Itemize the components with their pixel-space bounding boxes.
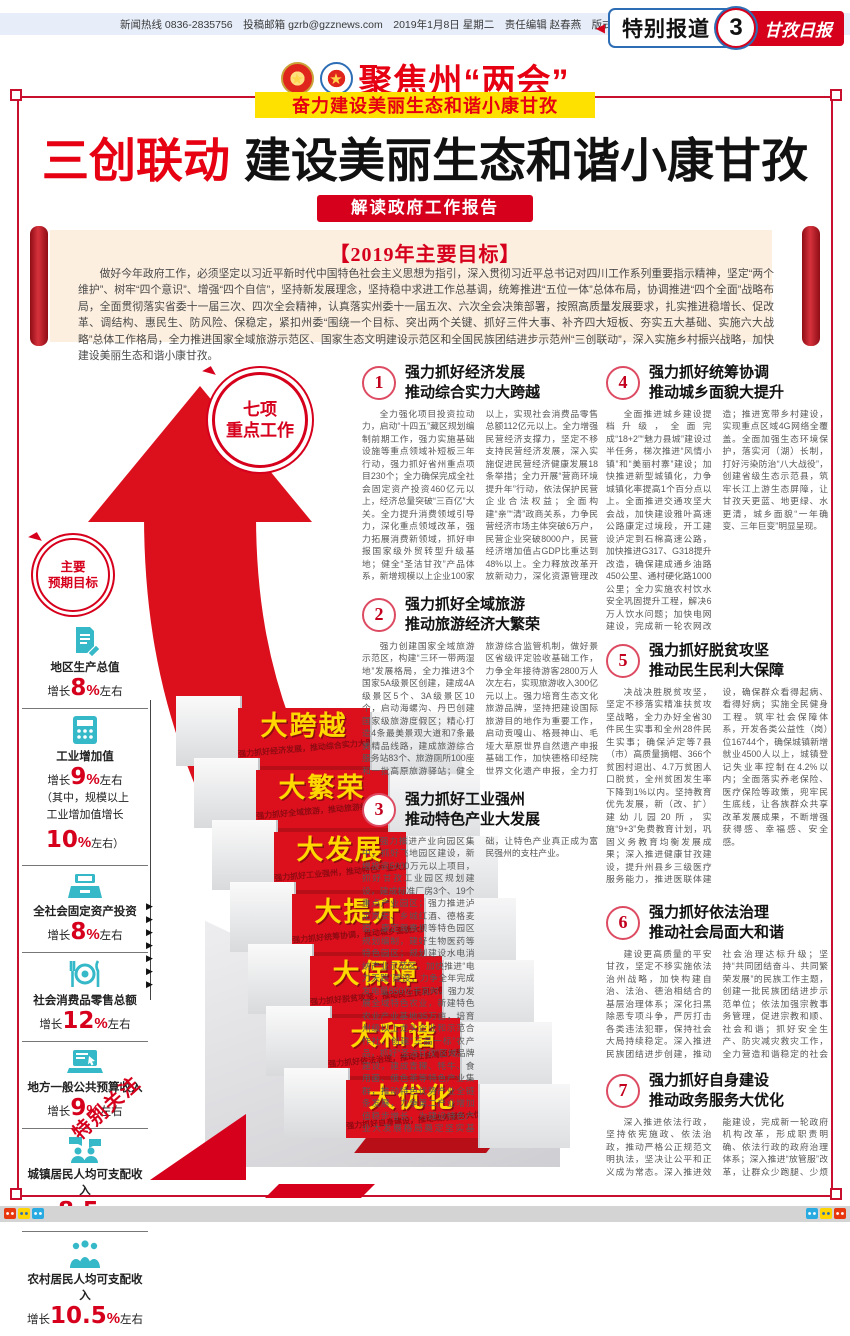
frame-corner-tl	[10, 89, 22, 101]
main-headline: 三创联动 建设美丽生态和谐小康甘孜	[0, 122, 850, 191]
frame-left	[17, 96, 19, 1197]
goals-body: 做好今年政府工作，必须坚定以习近平新时代中国特色社会主义思想为指引，深入贯彻习近…	[78, 268, 774, 363]
section-1: 1 强力抓好经济发展 推动综合实力大跨越 全力强化项目投资拉动力，启动“十四五”藏…	[362, 363, 598, 590]
stair-block	[460, 1022, 552, 1086]
section-body: 强力推进产业向园区集中，抓好飞地园区建设，新增投资5000万元以上项目，抓好甘孜…	[362, 836, 598, 1134]
stair-block	[424, 898, 516, 962]
stair-step: 大优化 强力抓好自身建设，推动政务服务大优化	[346, 1080, 490, 1138]
indicator-investment: 全社会固定资产投资 增长8%左右	[22, 866, 148, 953]
headline-black: 建设美丽生态和谐小康甘孜	[244, 134, 808, 187]
frame-corner-bl	[10, 1188, 22, 1200]
section-3: 3 强力抓好工业强州 推动特色产业大发展 强力推进产业向园区集中，抓好飞地园区建设…	[362, 790, 598, 1145]
people-chat-icon	[69, 1136, 101, 1163]
people-group-icon	[70, 1239, 100, 1268]
indicator-gdp: 地区生产总值 增长8%左右	[22, 620, 148, 709]
logo-chip-red	[834, 1208, 846, 1219]
bottom-bar	[0, 1206, 850, 1222]
section-body: 强力创建国家全域旅游示范区，构建“三环一带两湿地”发展格局，全力推进3个国家5A…	[362, 641, 598, 776]
page-badge: ◀ 特别报道 3 甘孜日报	[595, 8, 844, 48]
circle-tick-icon	[28, 532, 42, 546]
section-number: 3	[362, 792, 396, 827]
footer-logo-left	[4, 1208, 44, 1219]
stair-block	[194, 758, 260, 828]
left-arrow-icon: ◀	[595, 21, 605, 35]
connector-arrows: ▶ ▶ ▶ ▶ ▶ ▶ ▶	[146, 901, 153, 989]
logo-chip-yellow	[18, 1208, 30, 1219]
headline-red: 三创联动	[42, 134, 230, 187]
carpet-end	[265, 1184, 375, 1198]
footer-logo-right	[806, 1208, 846, 1219]
masthead-info: 新闻热线 0836-2835756 投稿邮箱 gzrb@gzznews.com …	[120, 19, 658, 31]
indicator-list: 地区生产总值 增长8%左右 工业增加值 增长9%左右 （其中，规模以上 工业增加…	[22, 620, 148, 1336]
stair-step: 大保障 强力抓好脱贫攻坚，推动民生民利大保障	[310, 956, 454, 1014]
page-number: 3	[716, 8, 756, 48]
indicator-rural-income: 农村居民人均可支配收入 增长10.5%左右	[22, 1232, 148, 1336]
frame-corner-tr	[830, 89, 842, 101]
stair-block	[284, 1068, 350, 1138]
cash-register-icon	[68, 873, 102, 898]
national-emblem-icon: ★	[280, 62, 314, 95]
section-5: 5 强力抓好脱贫攻坚 推动民生民利大保障 决战决胜脱贫攻坚，坚定不移落实精准扶贫攻…	[606, 641, 828, 896]
calculator-icon	[73, 716, 97, 744]
section-body: 决战决胜脱贫攻坚，坚定不移落实精准扶贫攻坚战略，全力办好全省30件民生实事和全州…	[606, 687, 828, 885]
scroll-pole-left	[30, 226, 48, 346]
section-number: 7	[606, 1073, 640, 1108]
indicator-industry: 工业增加值 增长9%左右 （其中，规模以上 工业增加值增长 10%左右）	[22, 709, 148, 866]
logo-chip-red	[4, 1208, 16, 1219]
report-badge: 解读政府工作报告	[317, 195, 533, 222]
goals-title: 【2019年主要目标】	[329, 244, 521, 266]
seven-tasks-circle: 七项 重点工作	[212, 372, 308, 468]
section-number: 2	[362, 597, 396, 632]
section-body: 全面推进城乡建设提档升级，全面完成“18+2”“魅力县城”建设过半任务，梯次推进…	[606, 409, 828, 632]
stair-block	[248, 944, 314, 1014]
frame-right	[831, 96, 833, 1197]
section-body: 建设更高质量的平安甘孜，坚定不移实施依法治州战略，加快构建自治、法治、德治相结合…	[606, 949, 828, 1059]
frame-bottom	[17, 1195, 833, 1197]
section-number: 4	[606, 365, 640, 400]
dining-icon	[69, 959, 100, 987]
main-targets-circle: 主要 预期目标	[36, 538, 110, 612]
indicator-budget: 地方一般公共预算收入 增长9%左右	[22, 1042, 148, 1129]
logo-chip-blue	[32, 1208, 44, 1219]
stair-step: 大跨越 强力抓好经济发展，推动综合实力大跨越	[238, 708, 382, 766]
section-body: 深入推进依法行政，坚持依宪施政、依法治政，推动严格公正规范文明执法，坚决让公平和…	[606, 1117, 828, 1177]
paper-name-logo: 甘孜日报	[742, 10, 844, 46]
sub-banner-text: 奋力建设美丽生态和谐小康甘孜	[292, 96, 558, 116]
logo-chip-blue	[806, 1208, 818, 1219]
document-pencil-icon	[76, 627, 101, 656]
sub-banner: 奋力建设美丽生态和谐小康甘孜	[255, 92, 595, 118]
stair-block	[176, 696, 242, 766]
cppcc-emblem-icon: ★	[319, 62, 353, 95]
goals-scroll	[50, 230, 772, 342]
stair-block	[266, 1006, 332, 1076]
indicator-retail: 社会消费品零售总额 增长12%左右	[22, 953, 148, 1042]
stair-block	[230, 882, 296, 952]
stair-block	[388, 774, 480, 838]
logo-chip-yellow	[820, 1208, 832, 1219]
stair-block	[442, 960, 534, 1024]
section-number: 1	[362, 365, 396, 400]
section-7: 7 强力抓好自身建设 推动政务服务大优化 深入推进依法行政，坚持依宪施政、依法治政…	[606, 1071, 828, 1188]
stair-step: 大提升 强力抓好统筹协调，推动城乡面貌大提升	[292, 894, 436, 952]
scroll-pole-right	[802, 226, 820, 346]
section-4: 4 强力抓好统筹协调 推动城乡面貌大提升 全面推进城乡建设提档升级，全面完成“18…	[606, 363, 828, 634]
stair-block	[212, 820, 278, 890]
section-number: 5	[606, 643, 640, 678]
stair-step: 大发展 强力抓好工业强州，推动特色产业大发展	[274, 832, 418, 890]
stair-block	[406, 836, 498, 900]
frame-corner-br	[830, 1188, 842, 1200]
circle-tick-icon	[202, 366, 216, 380]
special-focus-triangle	[150, 1114, 246, 1180]
section-number: 6	[606, 905, 640, 940]
laptop-icon	[67, 1049, 103, 1073]
section-6: 6 强力抓好依法治理 推动社会局面大和谐 建设更高质量的平安甘孜，坚定不移实施依法…	[606, 903, 828, 1066]
connector-line	[150, 700, 151, 1000]
stair-block	[478, 1084, 570, 1148]
section-body: 全力强化项目投资拉动力，启动“十四五”藏区规划编制前期工作，强力实施基础设施等重…	[362, 409, 598, 582]
stair-block	[370, 712, 462, 776]
stair-step: 大和谐 强力抓好依法治理，推动社会局面大和谐	[328, 1018, 472, 1076]
section-2: 2 强力抓好全域旅游 推动旅游经济大繁荣 强力创建国家全域旅游示范区，构建“三环一…	[362, 595, 598, 786]
